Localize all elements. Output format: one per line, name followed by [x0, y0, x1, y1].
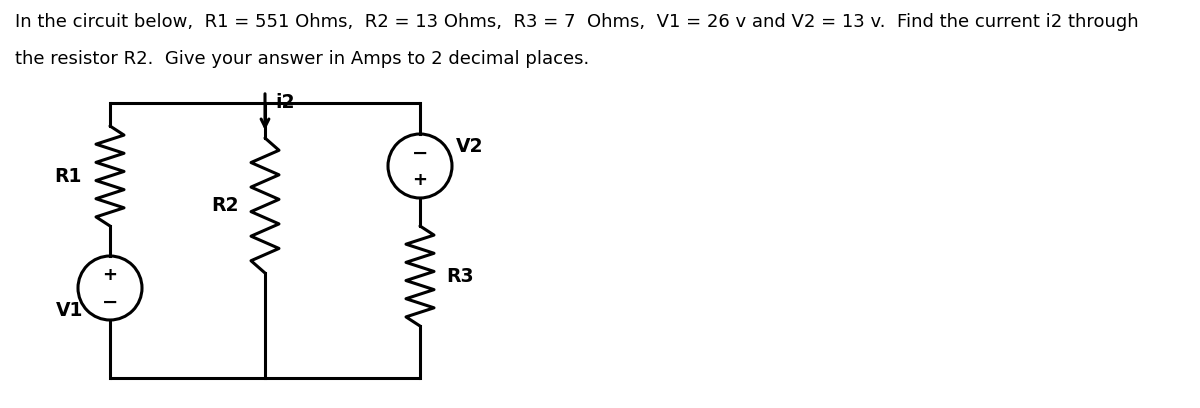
Text: R2: R2 [211, 196, 239, 215]
Text: −: − [412, 144, 428, 162]
Text: +: + [102, 266, 118, 284]
Text: In the circuit below,  R1 = 551 Ohms,  R2 = 13 Ohms,  R3 = 7  Ohms,  V1 = 26 v a: In the circuit below, R1 = 551 Ohms, R2 … [14, 13, 1139, 31]
Text: V2: V2 [456, 137, 484, 155]
Text: +: + [413, 171, 427, 189]
Text: R3: R3 [446, 266, 474, 286]
Text: −: − [102, 293, 118, 311]
Text: R1: R1 [54, 166, 82, 186]
Text: the resistor R2.  Give your answer in Amps to 2 decimal places.: the resistor R2. Give your answer in Amp… [14, 50, 589, 68]
Text: V1: V1 [56, 301, 84, 319]
Text: i2: i2 [275, 93, 294, 112]
